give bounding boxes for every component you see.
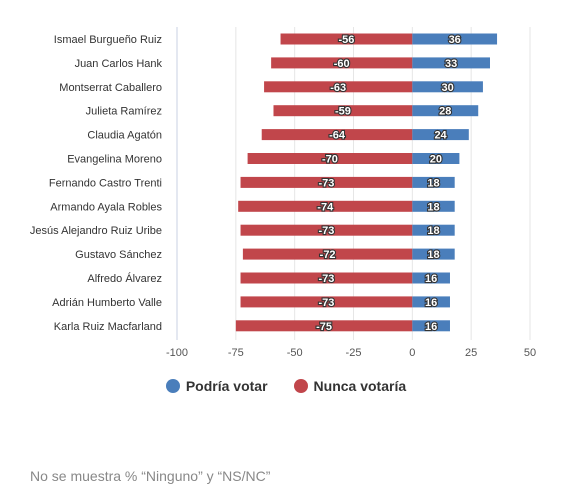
bar-nunca-votaria-12 — [235, 320, 413, 332]
bar-podria-votar-11 — [412, 296, 450, 308]
bar-podria-votar-12 — [412, 320, 450, 332]
category-label-8: Jesús Alejandro Ruiz Uribe — [30, 225, 162, 237]
bar-nunca-votaria-7 — [238, 200, 413, 212]
data-label-podria-votar-7: 18 — [427, 201, 439, 213]
data-label-nunca-votaria-9: -72 — [320, 249, 336, 261]
data-label-podria-votar-9: 18 — [427, 249, 439, 261]
data-label-nunca-votaria-2: -63 — [330, 82, 346, 94]
category-label-3: Julieta Ramírez — [86, 106, 162, 118]
legend-label-podria-votar: Podría votar — [185, 378, 268, 394]
bar-podria-votar-6 — [412, 176, 455, 188]
legend-swatch-nunca-votaria — [293, 379, 308, 393]
data-label-podria-votar-6: 18 — [427, 177, 439, 189]
category-label-12: Karla Ruiz Macfarland — [54, 321, 162, 333]
data-label-podria-votar-2: 30 — [442, 82, 454, 94]
x-tick-label-5: 25 — [465, 347, 477, 359]
data-label-podria-votar-11: 16 — [425, 297, 437, 309]
category-label-1: Juan Carlos Hank — [75, 58, 163, 70]
x-tick-label-2: -50 — [287, 347, 303, 359]
bar-nunca-votaria-11 — [240, 296, 413, 308]
data-label-nunca-votaria-3: -59 — [335, 106, 351, 118]
data-label-nunca-votaria-5: -70 — [322, 154, 338, 166]
data-label-nunca-votaria-10: -73 — [318, 273, 334, 285]
data-label-nunca-votaria-4: -64 — [329, 130, 346, 142]
footnote: No se muestra % “Ninguno” y “NS/NC” — [30, 468, 271, 484]
legend-item-nunca-votaria[interactable]: Nunca votaría — [293, 378, 407, 394]
bar-nunca-votaria-1 — [271, 57, 413, 69]
x-tick-label-6: 50 — [524, 347, 536, 359]
data-label-nunca-votaria-12: -75 — [316, 321, 332, 333]
category-label-0: Ismael Burgueño Ruiz — [54, 34, 162, 46]
data-label-podria-votar-10: 16 — [425, 273, 437, 285]
bar-podria-votar-7 — [412, 200, 455, 212]
bar-podria-votar-3 — [412, 105, 479, 117]
data-label-podria-votar-12: 16 — [425, 321, 437, 333]
data-label-podria-votar-4: 24 — [434, 130, 447, 142]
category-label-11: Adrián Humberto Valle — [52, 297, 162, 309]
category-label-2: Montserrat Caballero — [59, 82, 162, 94]
bar-podria-votar-4 — [412, 129, 469, 141]
bar-podria-votar-8 — [412, 224, 455, 236]
data-label-nunca-votaria-7: -74 — [317, 201, 334, 213]
bar-podria-votar-2 — [412, 81, 483, 93]
bar-podria-votar-10 — [412, 272, 450, 284]
data-label-nunca-votaria-1: -60 — [334, 58, 350, 70]
bar-nunca-votaria-8 — [240, 224, 413, 236]
data-label-nunca-votaria-8: -73 — [318, 225, 334, 237]
x-tick-label-1: -75 — [228, 347, 244, 359]
bar-podria-votar-0 — [412, 33, 498, 45]
bar-podria-votar-1 — [412, 57, 490, 69]
data-label-nunca-votaria-6: -73 — [318, 177, 334, 189]
category-label-6: Fernando Castro Trenti — [49, 177, 162, 189]
legend: Podría votar Nunca votaría — [0, 378, 572, 394]
data-label-nunca-votaria-0: -56 — [338, 34, 354, 46]
bar-nunca-votaria-9 — [242, 248, 413, 260]
category-label-5: Evangelina Moreno — [67, 154, 162, 166]
legend-item-podria-votar[interactable]: Podría votar — [165, 378, 268, 394]
legend-label-nunca-votaria: Nunca votaría — [313, 378, 407, 394]
bar-podria-votar-5 — [412, 153, 460, 164]
category-label-7: Armando Ayala Robles — [50, 201, 162, 213]
bar-nunca-votaria-5 — [247, 153, 413, 164]
x-tick-label-4: 0 — [409, 347, 415, 359]
bar-nunca-votaria-3 — [273, 105, 413, 117]
chart-svg: -100 -75 -50 -25 0 25 50 Ismael Burgueño Ruiz -5… — [30, 27, 536, 359]
bar-nunca-votaria-6 — [240, 176, 413, 188]
x-tick-label-0: -100 — [166, 347, 188, 359]
category-label-10: Alfredo Álvarez — [87, 272, 162, 285]
data-label-podria-votar-3: 28 — [439, 106, 451, 118]
bar-nunca-votaria-4 — [261, 129, 413, 141]
bar-nunca-votaria-10 — [240, 272, 413, 284]
bar-nunca-votaria-2 — [264, 81, 413, 93]
category-label-4: Claudia Agatón — [87, 130, 162, 142]
data-label-nunca-votaria-11: -73 — [318, 297, 334, 309]
bar-nunca-votaria-0 — [280, 33, 413, 45]
legend-swatch-podria-votar — [165, 379, 180, 393]
data-label-podria-votar-0: 36 — [449, 34, 461, 46]
bar-podria-votar-9 — [412, 248, 455, 260]
x-tick-label-3: -25 — [346, 347, 362, 359]
data-label-podria-votar-1: 33 — [445, 58, 457, 70]
category-label-9: Gustavo Sánchez — [75, 249, 162, 261]
data-label-podria-votar-5: 20 — [430, 154, 442, 166]
data-label-podria-votar-8: 18 — [427, 225, 439, 237]
